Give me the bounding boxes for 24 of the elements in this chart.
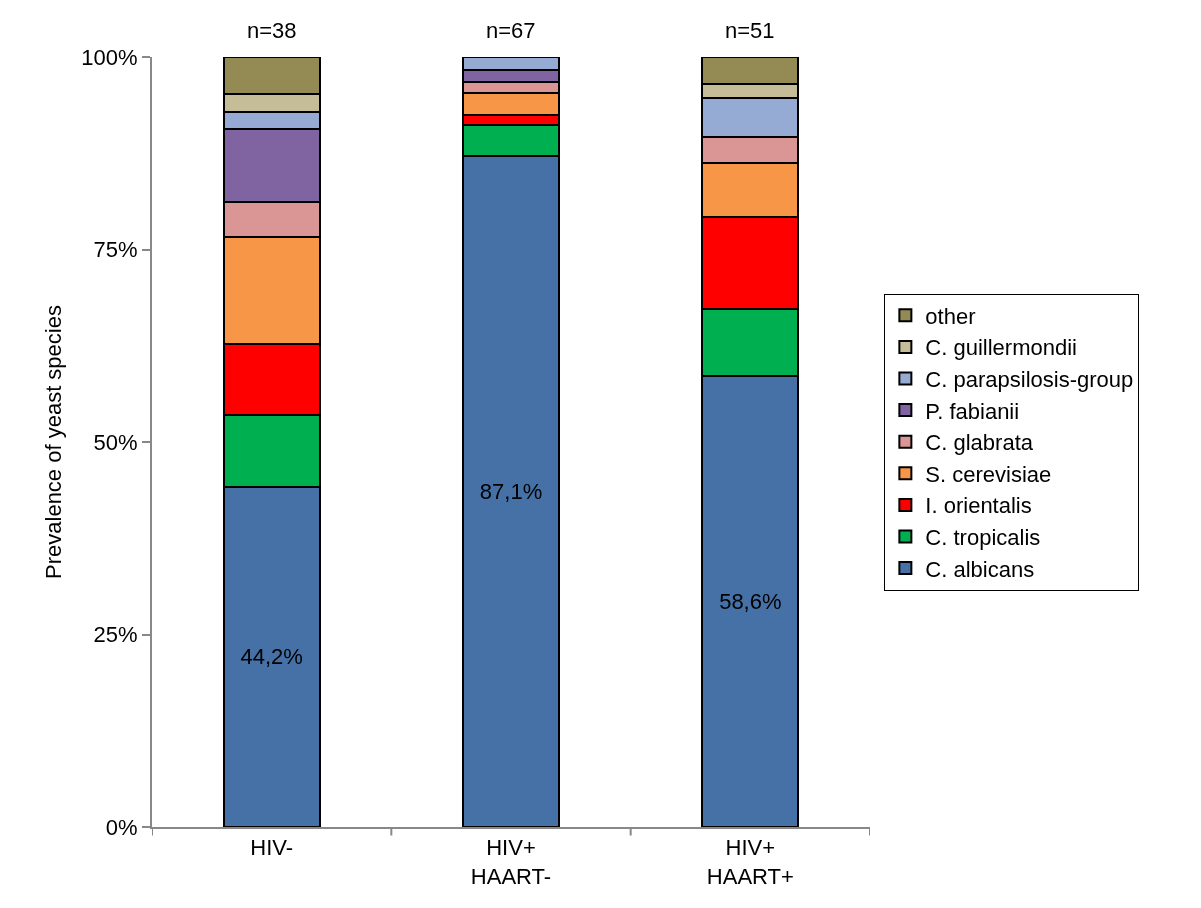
y-tick-label: 50% (93, 429, 138, 455)
annotation: n=51 (725, 18, 775, 43)
legend-label: I. orientalis (925, 493, 1032, 519)
data-label: 87,1% (479, 479, 543, 505)
x-tick-label: HIV+ HAART+ (706, 835, 794, 889)
x-tick-label: HIV- (250, 835, 294, 861)
y-tick-label: 0% (105, 814, 138, 840)
legend-label: other (925, 303, 976, 329)
data-label: 44,2% (240, 644, 303, 670)
legend-label: C. guillermondii (925, 335, 1077, 361)
data-label: 58,6% (719, 588, 782, 614)
y-tick-label: 75% (93, 237, 138, 263)
x-tick-label: HIV+ HAART- (470, 835, 552, 889)
y-axis-title: Prevalence of yeast species (40, 305, 66, 579)
legend-label: C. tropicalis (925, 525, 1041, 551)
legend-label: S. cerevisiae (925, 461, 1052, 487)
legend-label: P. fabianii (925, 398, 1020, 424)
y-tick-label: 100% (81, 44, 138, 70)
annotation: n=67 (486, 18, 536, 43)
annotation: n=38 (247, 18, 297, 43)
legend-label: C. parapsilosis-group (925, 367, 1134, 393)
legend-label: C. glabrata (925, 430, 1034, 456)
y-tick-label: 25% (93, 622, 138, 648)
legend-label: C. albicans (925, 556, 1035, 582)
